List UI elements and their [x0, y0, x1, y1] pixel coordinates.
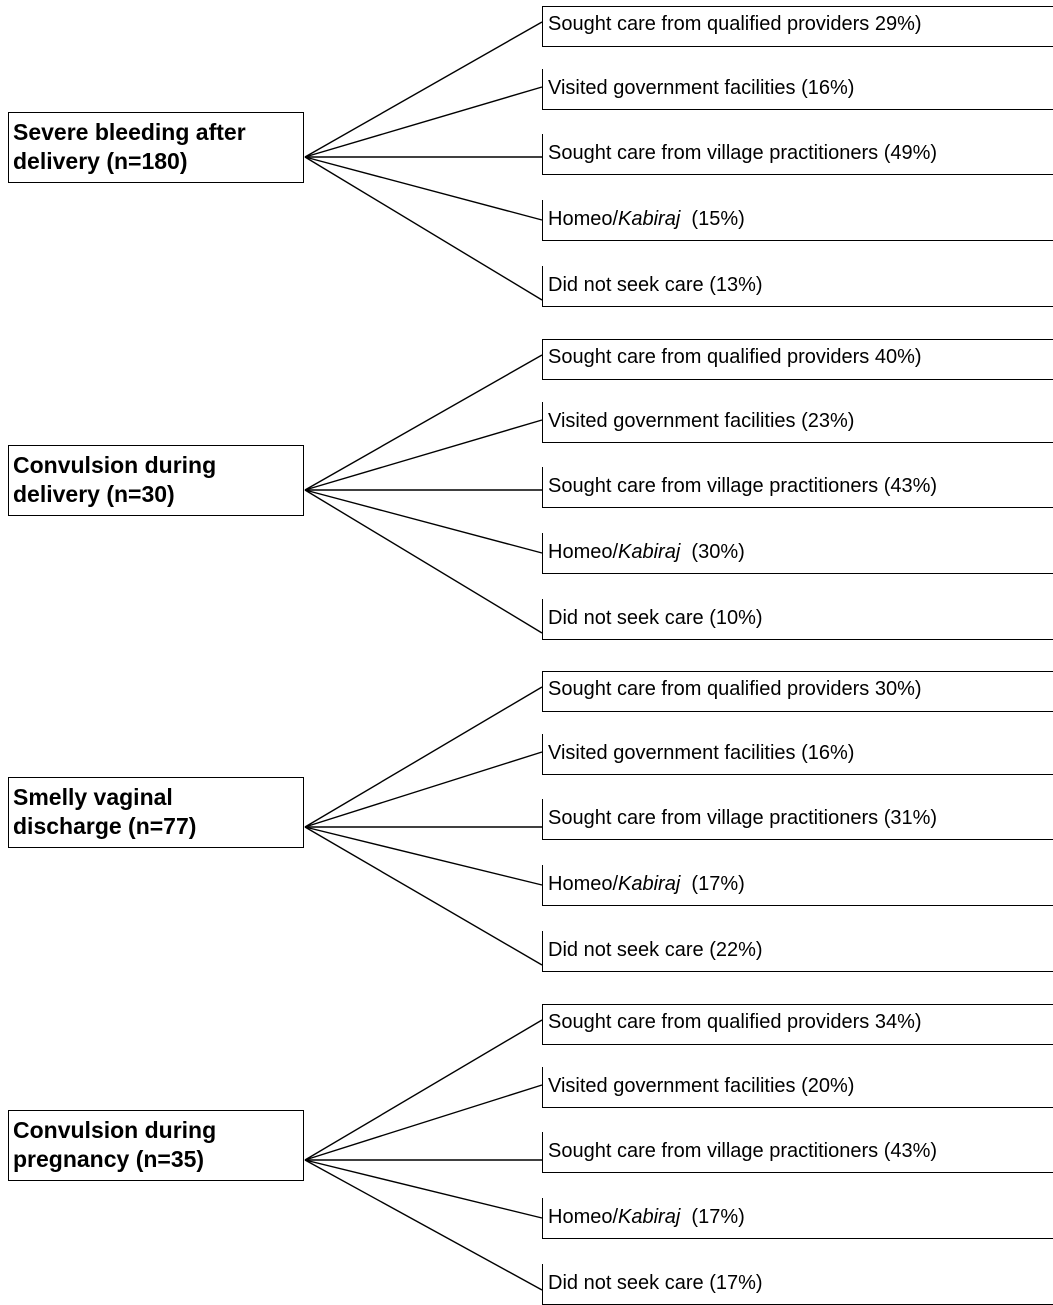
- outcome-village-practitioners: Sought care from village practitioners (…: [542, 1132, 1053, 1173]
- connector-line: [304, 826, 543, 886]
- outcome-homeo-kabiraj: Homeo/Kabiraj (17%): [542, 865, 1053, 906]
- outcome-label: Sought care from qualified providers 34%…: [548, 1011, 922, 1033]
- outcome-qualified-providers: Sought care from qualified providers 40%…: [542, 339, 1053, 380]
- connector-lines: [304, 686, 543, 966]
- condition-label-line: Smelly vaginal: [13, 784, 173, 810]
- connector-line: [304, 1159, 543, 1219]
- connector-lines: [304, 1019, 543, 1291]
- connector-line: [304, 354, 543, 491]
- connector-line: [304, 686, 543, 828]
- connector-line: [304, 1019, 543, 1161]
- outcome-label: Did not seek care (10%): [548, 607, 763, 629]
- connector-line: [304, 826, 543, 966]
- outcome-government-facilities: Visited government facilities (23%): [542, 402, 1053, 443]
- outcome-no-care: Did not seek care (17%): [542, 1264, 1053, 1305]
- condition-label-line: pregnancy (n=35): [13, 1146, 205, 1172]
- outcome-label-value: (17%): [680, 873, 745, 895]
- connector-line: [304, 1159, 543, 1291]
- outcome-qualified-providers: Sought care from qualified providers 30%…: [542, 671, 1053, 712]
- outcome-qualified-providers: Sought care from qualified providers 34%…: [542, 1004, 1053, 1045]
- outcome-label-kabiraj: Kabiraj: [618, 208, 681, 230]
- condition-label-line: Severe bleeding after: [13, 119, 246, 145]
- outcome-label-value: (15%): [680, 208, 745, 230]
- outcome-label: Sought care from qualified providers 29%…: [548, 13, 922, 35]
- outcome-label-prefix: Homeo/: [548, 541, 619, 563]
- outcome-label: Did not seek care (22%): [548, 939, 763, 961]
- connector-line: [304, 156, 543, 301]
- outcome-no-care: Did not seek care (22%): [542, 931, 1053, 972]
- outcome-label: Visited government facilities (16%): [548, 742, 855, 764]
- connector-line: [304, 489, 543, 634]
- outcome-no-care: Did not seek care (13%): [542, 266, 1053, 307]
- outcome-label: Visited government facilities (20%): [548, 1075, 855, 1097]
- connector-line: [304, 489, 543, 554]
- outcome-village-practitioners: Sought care from village practitioners (…: [542, 799, 1053, 840]
- outcome-label-kabiraj: Kabiraj: [618, 1206, 681, 1228]
- outcome-label-kabiraj: Kabiraj: [618, 541, 681, 563]
- outcome-label: Visited government facilities (23%): [548, 410, 855, 432]
- connector-lines: [304, 354, 543, 634]
- outcome-village-practitioners: Sought care from village practitioners (…: [542, 134, 1053, 175]
- outcome-label: Did not seek care (13%): [548, 274, 763, 296]
- outcome-homeo-kabiraj: Homeo/Kabiraj (15%): [542, 200, 1053, 241]
- outcome-label-value: (17%): [680, 1206, 745, 1228]
- condition-box: Convulsion during delivery (n=30): [8, 445, 304, 516]
- outcome-label: Sought care from qualified providers 40%…: [548, 346, 922, 368]
- outcome-government-facilities: Visited government facilities (16%): [542, 734, 1053, 775]
- condition-label-line: Convulsion during: [13, 1117, 217, 1143]
- outcome-label: Visited government facilities (16%): [548, 77, 855, 99]
- condition-box: Convulsion during pregnancy (n=35): [8, 1110, 304, 1181]
- outcome-government-facilities: Visited government facilities (16%): [542, 69, 1053, 110]
- condition-label-line: Convulsion during: [13, 452, 217, 478]
- outcome-label-prefix: Homeo/: [548, 208, 619, 230]
- condition-label-line: discharge (n=77): [13, 813, 197, 839]
- outcome-label-value: (30%): [680, 541, 745, 563]
- connector-line: [304, 86, 543, 158]
- outcome-label-prefix: Homeo/: [548, 873, 619, 895]
- condition-label-line: delivery (n=180): [13, 148, 188, 174]
- outcome-label: Did not seek care (17%): [548, 1272, 763, 1294]
- outcome-label: Sought care from village practitioners (…: [548, 475, 938, 497]
- outcome-label: Sought care from village practitioners (…: [548, 807, 938, 829]
- condition-box: Smelly vaginal discharge (n=77): [8, 777, 304, 848]
- outcome-label-prefix: Homeo/: [548, 1206, 619, 1228]
- connector-line: [304, 1084, 543, 1161]
- outcome-no-care: Did not seek care (10%): [542, 599, 1053, 640]
- connector-line: [304, 751, 543, 828]
- outcome-qualified-providers: Sought care from qualified providers 29%…: [542, 6, 1053, 47]
- outcome-homeo-kabiraj: Homeo/Kabiraj (17%): [542, 1198, 1053, 1239]
- connector-lines: [304, 21, 543, 301]
- outcome-label: Sought care from qualified providers 30%…: [548, 678, 922, 700]
- connector-line: [304, 419, 543, 491]
- condition-box: Severe bleeding after delivery (n=180): [8, 112, 304, 183]
- outcome-village-practitioners: Sought care from village practitioners (…: [542, 467, 1053, 508]
- connector-line: [304, 21, 543, 158]
- connector-line: [304, 156, 543, 221]
- outcome-homeo-kabiraj: Homeo/Kabiraj (30%): [542, 533, 1053, 574]
- outcome-label-kabiraj: Kabiraj: [618, 873, 681, 895]
- outcome-label: Sought care from village practitioners (…: [548, 142, 938, 164]
- condition-label-line: delivery (n=30): [13, 481, 175, 507]
- outcome-label: Sought care from village practitioners (…: [548, 1140, 938, 1162]
- outcome-government-facilities: Visited government facilities (20%): [542, 1067, 1053, 1108]
